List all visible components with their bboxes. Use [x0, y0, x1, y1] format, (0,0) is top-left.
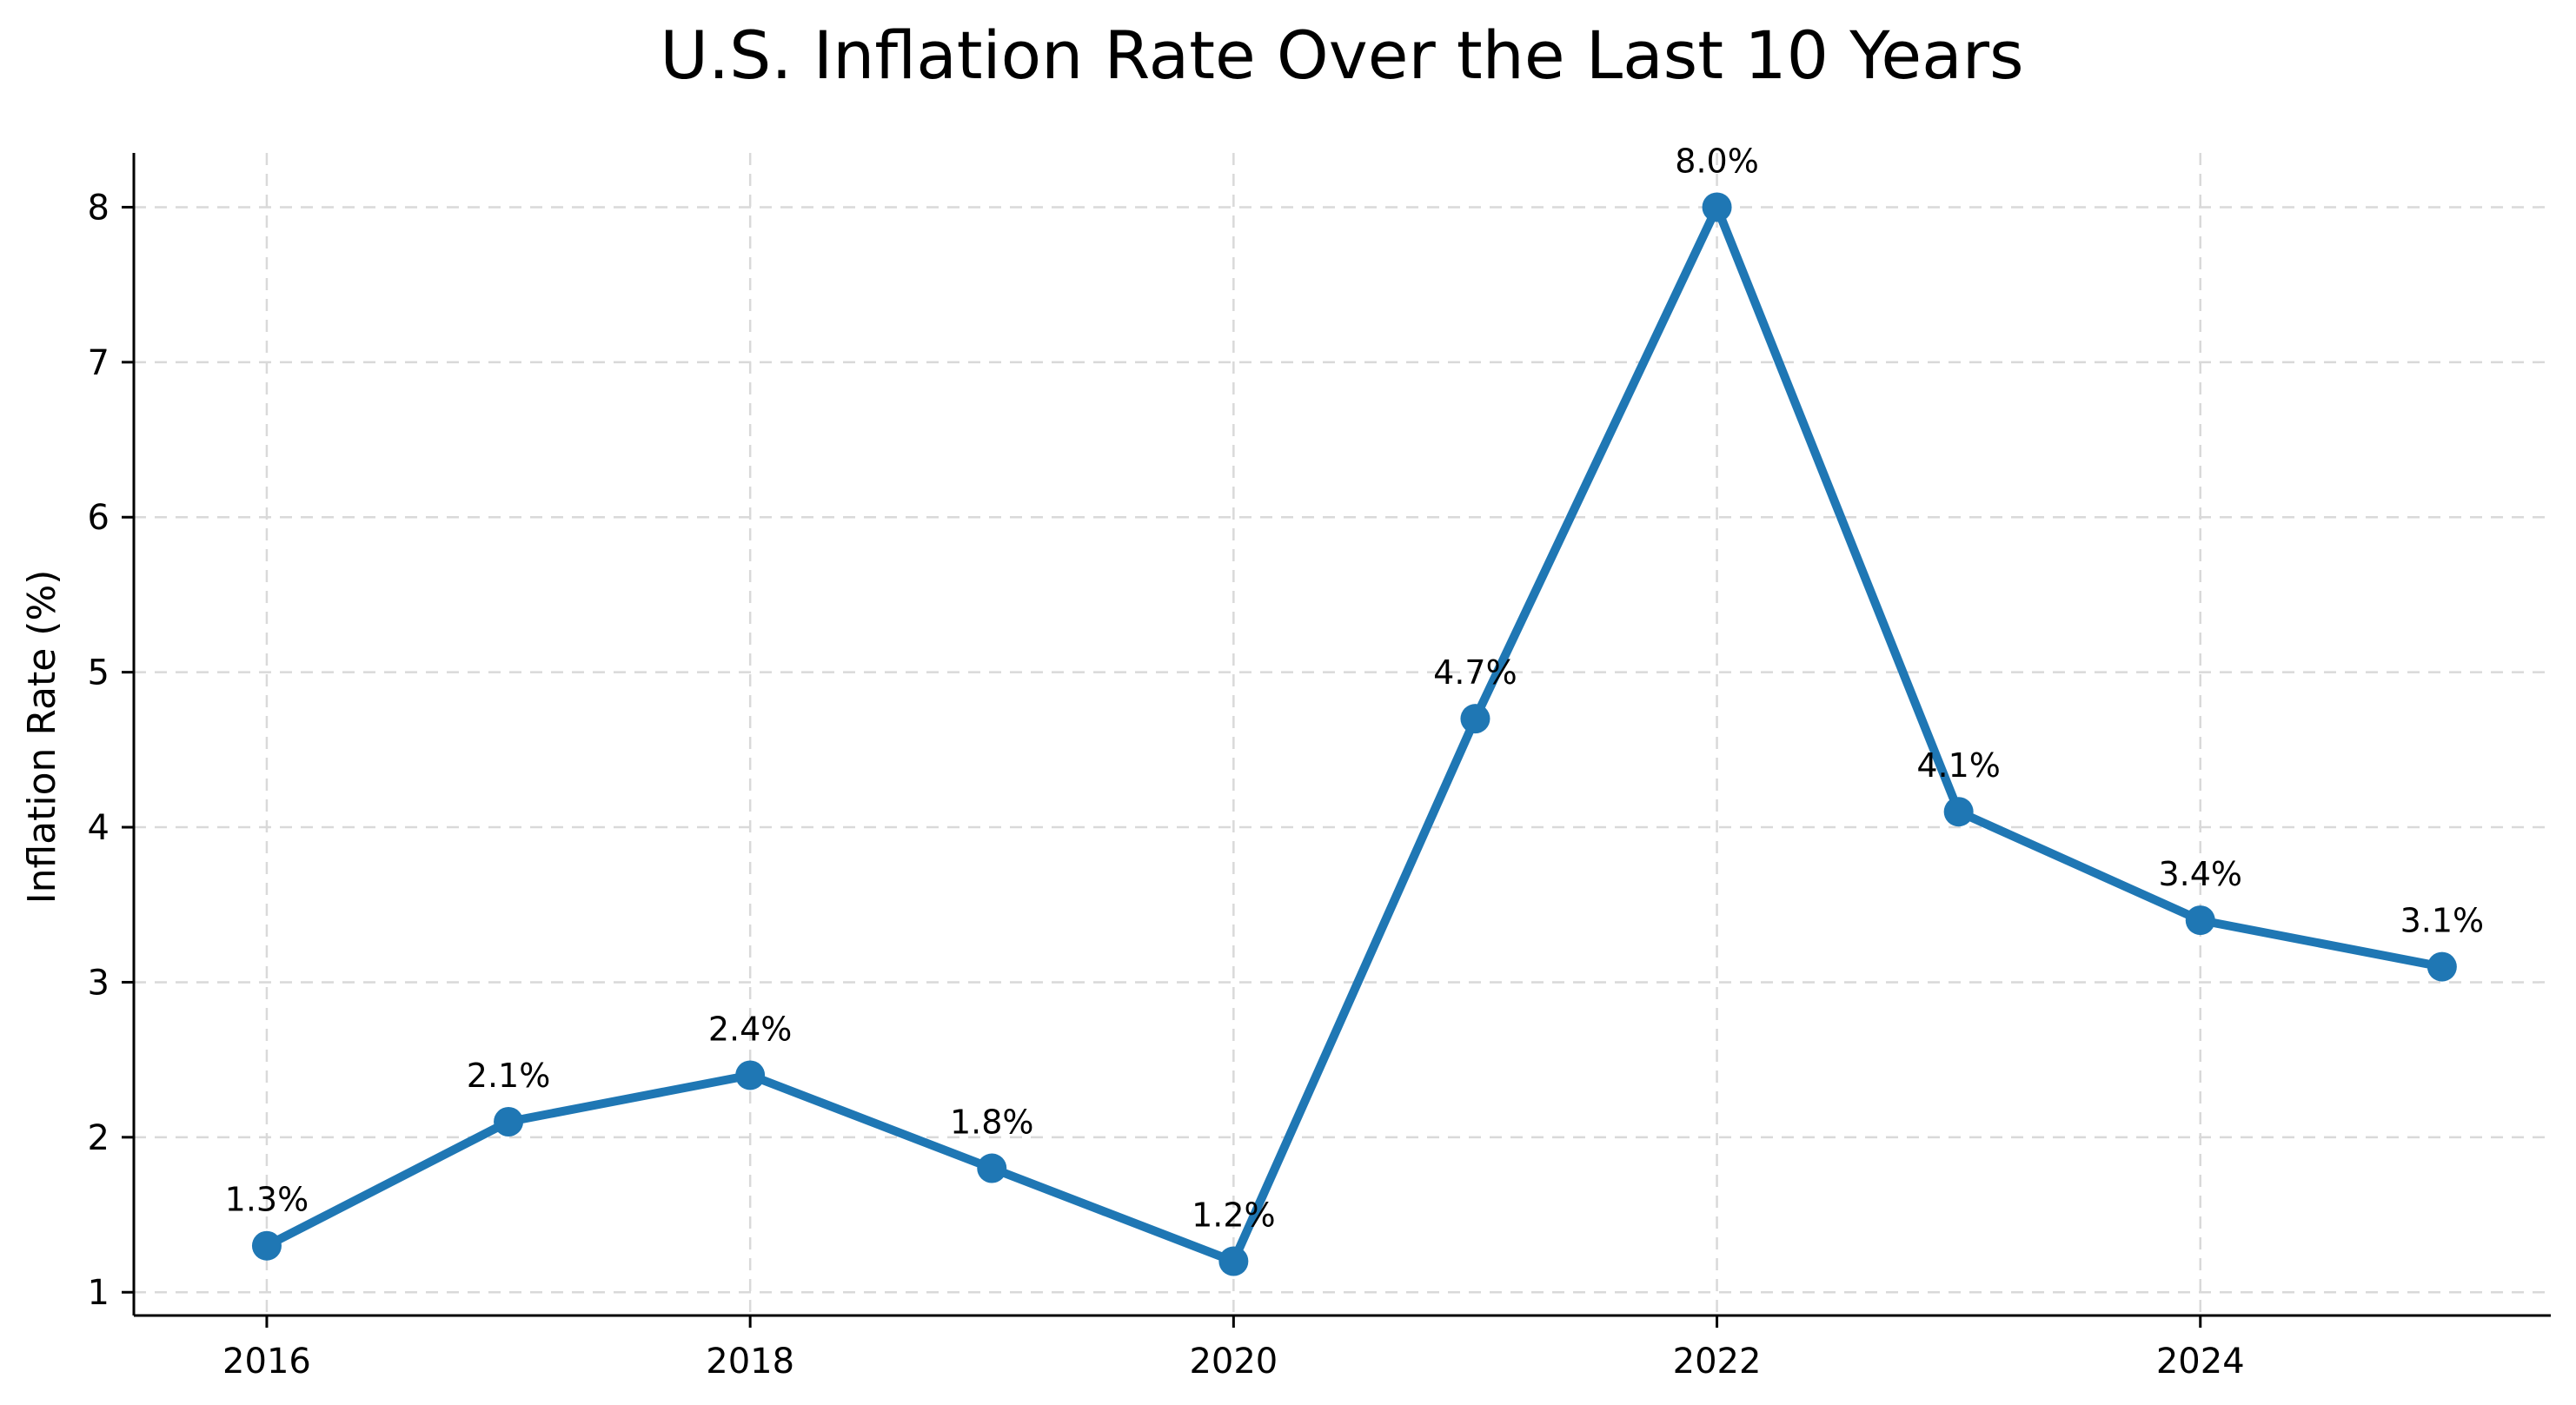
y-tick-label: 4: [88, 808, 110, 848]
data-point: [251, 1230, 282, 1261]
data-point: [1943, 797, 1974, 827]
x-tick-label: 2020: [1189, 1342, 1278, 1382]
series-layer: [251, 192, 2457, 1276]
axes: [132, 153, 2551, 1317]
data-label: 1.8%: [950, 1103, 1034, 1142]
data-point: [2185, 905, 2215, 936]
y-axis-ticks: 1 2 3 4 5 6 7 8: [88, 188, 134, 1313]
data-labels: 1.3% 2.1% 2.4% 1.8% 1.2% 4.7% 8.0% 4.1% 3.4% 3.1%: [225, 142, 2484, 1234]
data-label: 2.1%: [467, 1057, 551, 1095]
x-tick-label: 2016: [222, 1342, 311, 1382]
y-tick-label: 8: [88, 188, 110, 228]
data-label: 4.7%: [1433, 653, 1517, 692]
data-label: 8.0%: [1675, 142, 1759, 180]
x-tick-label: 2018: [706, 1342, 794, 1382]
chart-title: U.S. Inflation Rate Over the Last 10 Yea…: [660, 17, 2023, 94]
data-label: 2.4%: [708, 1010, 793, 1048]
data-point: [1218, 1246, 1249, 1276]
x-axis-ticks: 2016 2018 2020 2022 2024: [222, 1316, 2245, 1382]
data-point: [494, 1107, 524, 1137]
data-point: [1702, 192, 1732, 222]
grid: [134, 153, 2551, 1316]
data-label: 1.2%: [1192, 1196, 1276, 1235]
x-tick-label: 2024: [2156, 1342, 2245, 1382]
data-point: [735, 1060, 766, 1090]
data-point: [2427, 951, 2457, 982]
data-point: [1460, 704, 1490, 734]
series-line: [262, 202, 2447, 1266]
data-point: [977, 1153, 1007, 1183]
data-label: 3.1%: [2400, 902, 2485, 940]
y-tick-label: 7: [88, 343, 110, 383]
data-label: 1.3%: [225, 1181, 309, 1219]
y-tick-label: 5: [88, 653, 110, 693]
x-tick-label: 2022: [1673, 1342, 1762, 1382]
data-label: 3.4%: [2158, 855, 2242, 893]
data-label: 4.1%: [1916, 746, 2001, 785]
y-tick-label: 2: [88, 1118, 110, 1158]
y-tick-label: 1: [88, 1273, 110, 1313]
y-tick-label: 6: [88, 498, 110, 538]
y-axis-label: Inflation Rate (%): [20, 570, 64, 905]
y-tick-label: 3: [88, 963, 110, 1003]
